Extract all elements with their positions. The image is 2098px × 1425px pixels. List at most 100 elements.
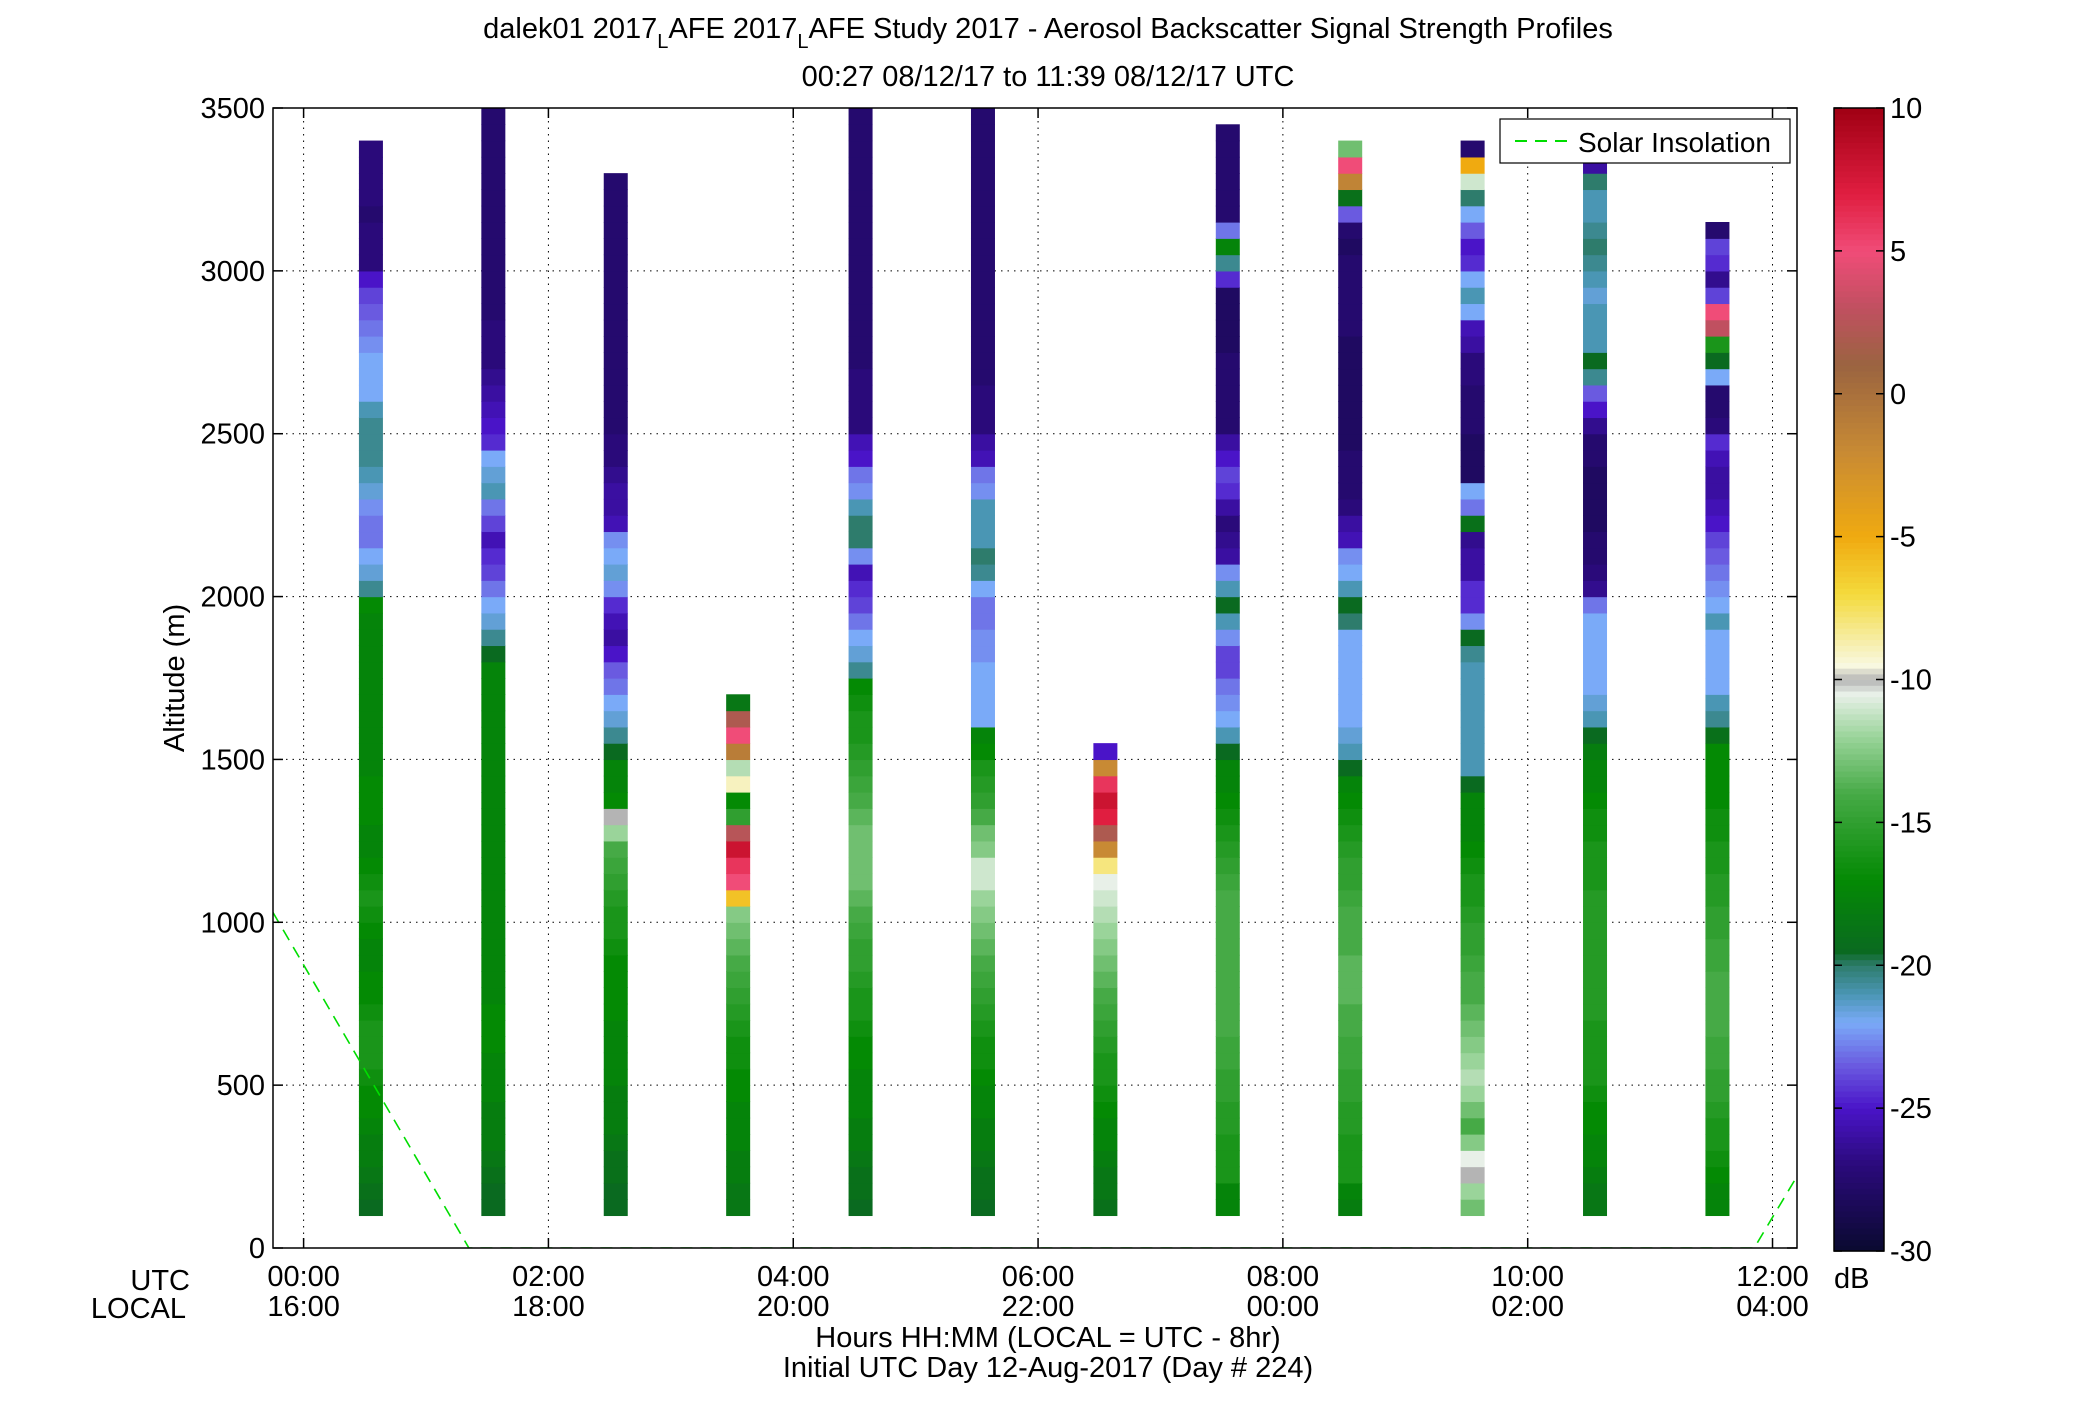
colorbar-cell bbox=[1834, 1153, 1884, 1161]
profile-cell bbox=[1338, 303, 1363, 321]
profile-cell bbox=[848, 254, 873, 272]
profile-cell bbox=[1338, 238, 1363, 256]
profile-cell bbox=[970, 1150, 995, 1168]
colorbar-cell bbox=[1834, 536, 1884, 543]
profile-cell bbox=[481, 1036, 506, 1054]
profile-cell bbox=[603, 710, 628, 728]
profile-cell bbox=[1705, 840, 1730, 858]
x-tick-label-utc: 12:00 bbox=[1736, 1261, 1809, 1293]
profile-cell bbox=[358, 645, 383, 663]
profile-cell bbox=[358, 775, 383, 793]
profile-cell bbox=[1460, 873, 1485, 891]
profile-cell bbox=[481, 1003, 506, 1021]
profile-cell bbox=[970, 954, 995, 972]
profile-cell bbox=[1215, 840, 1240, 858]
colorbar-cell bbox=[1834, 553, 1884, 561]
profile-cell bbox=[726, 1068, 751, 1086]
profile-cell bbox=[848, 629, 873, 647]
colorbar-cell bbox=[1834, 753, 1884, 761]
colorbar-cell bbox=[1834, 502, 1884, 509]
profile-cell bbox=[1215, 515, 1240, 533]
profile-cell bbox=[358, 368, 383, 386]
profile-cell bbox=[848, 1020, 873, 1037]
profile-cell bbox=[1338, 1085, 1363, 1103]
colorbar-cell bbox=[1834, 290, 1884, 298]
colorbar-cell bbox=[1834, 228, 1884, 235]
profile-cell bbox=[1338, 629, 1363, 647]
profile-cell bbox=[726, 710, 751, 728]
profile-cell bbox=[358, 840, 383, 858]
profile-cell bbox=[481, 694, 506, 712]
profile-cell bbox=[358, 1150, 383, 1168]
profile-cell bbox=[1215, 450, 1240, 467]
colorbar-cell bbox=[1834, 399, 1884, 406]
profile-cell bbox=[1705, 596, 1730, 614]
profile-cell bbox=[1705, 743, 1730, 761]
colorbar-cell bbox=[1834, 445, 1884, 452]
profile-cell bbox=[481, 1166, 506, 1184]
profile-cell bbox=[1215, 189, 1240, 207]
profile-cell bbox=[358, 580, 383, 598]
profile-cell bbox=[481, 971, 506, 989]
profile-cell bbox=[970, 1134, 995, 1151]
profile-cell bbox=[848, 1036, 873, 1054]
chart-subtitle: 00:27 08/12/17 to 11:39 08/12/17 UTC bbox=[802, 61, 1295, 93]
profile-cell bbox=[481, 938, 506, 956]
colorbar-cell bbox=[1834, 262, 1884, 269]
profile-cell bbox=[848, 1199, 873, 1217]
profile-cell bbox=[1460, 417, 1485, 435]
profile-cell bbox=[1705, 1020, 1730, 1037]
profile-cell bbox=[1460, 889, 1485, 907]
profile-column bbox=[726, 694, 751, 1217]
profile-cell bbox=[1215, 254, 1240, 272]
profile-cell bbox=[1338, 384, 1363, 402]
profile-cell bbox=[970, 401, 995, 419]
colorbar-cell bbox=[1834, 1228, 1884, 1235]
profile-cell bbox=[1215, 401, 1240, 419]
profile-cell bbox=[1460, 515, 1485, 533]
profile-cell bbox=[848, 124, 873, 142]
profile-cell bbox=[1460, 564, 1485, 581]
colorbar-cell bbox=[1834, 462, 1884, 469]
profile-cell bbox=[848, 1052, 873, 1070]
profile-cell bbox=[1215, 1052, 1240, 1070]
profile-cell bbox=[1338, 140, 1363, 158]
profile-cell bbox=[1583, 498, 1608, 516]
profile-cell bbox=[848, 808, 873, 826]
profile-cell bbox=[1460, 1166, 1485, 1184]
colorbar-cell bbox=[1834, 1090, 1884, 1098]
profile-cell bbox=[603, 547, 628, 565]
profile-cell bbox=[1460, 678, 1485, 695]
colorbar-cell bbox=[1834, 353, 1884, 361]
profile-cell bbox=[848, 889, 873, 907]
profile-cell bbox=[970, 726, 995, 744]
colorbar-cell bbox=[1834, 879, 1884, 886]
profile-cell bbox=[1338, 319, 1363, 337]
colorbar-cell bbox=[1834, 896, 1884, 903]
profile-cell bbox=[1093, 954, 1118, 972]
profile-cell bbox=[481, 384, 506, 402]
profile-cell bbox=[1460, 433, 1485, 451]
profile-cell bbox=[603, 645, 628, 663]
colorbar-cell bbox=[1834, 450, 1884, 458]
profile-cell bbox=[848, 645, 873, 663]
profile-cell bbox=[1338, 824, 1363, 842]
profile-cell bbox=[848, 906, 873, 923]
colorbar-cell bbox=[1834, 108, 1884, 115]
profile-cell bbox=[970, 433, 995, 451]
colorbar-cell bbox=[1834, 388, 1884, 395]
profile-cell bbox=[1705, 498, 1730, 516]
profile-cell bbox=[358, 726, 383, 744]
profile-cell bbox=[970, 515, 995, 533]
profile-cell bbox=[481, 1101, 506, 1119]
profile-cell bbox=[603, 857, 628, 875]
colorbar-cell bbox=[1834, 690, 1884, 698]
profile-cell bbox=[726, 808, 751, 826]
profile-cell bbox=[1460, 498, 1485, 516]
profile-cell bbox=[1583, 547, 1608, 565]
colorbar-cell bbox=[1834, 913, 1884, 921]
colorbar-cell bbox=[1834, 936, 1884, 943]
profile-cell bbox=[1215, 368, 1240, 386]
x-tick-label-utc: 06:00 bbox=[1002, 1261, 1075, 1293]
profile-cell bbox=[1215, 482, 1240, 500]
